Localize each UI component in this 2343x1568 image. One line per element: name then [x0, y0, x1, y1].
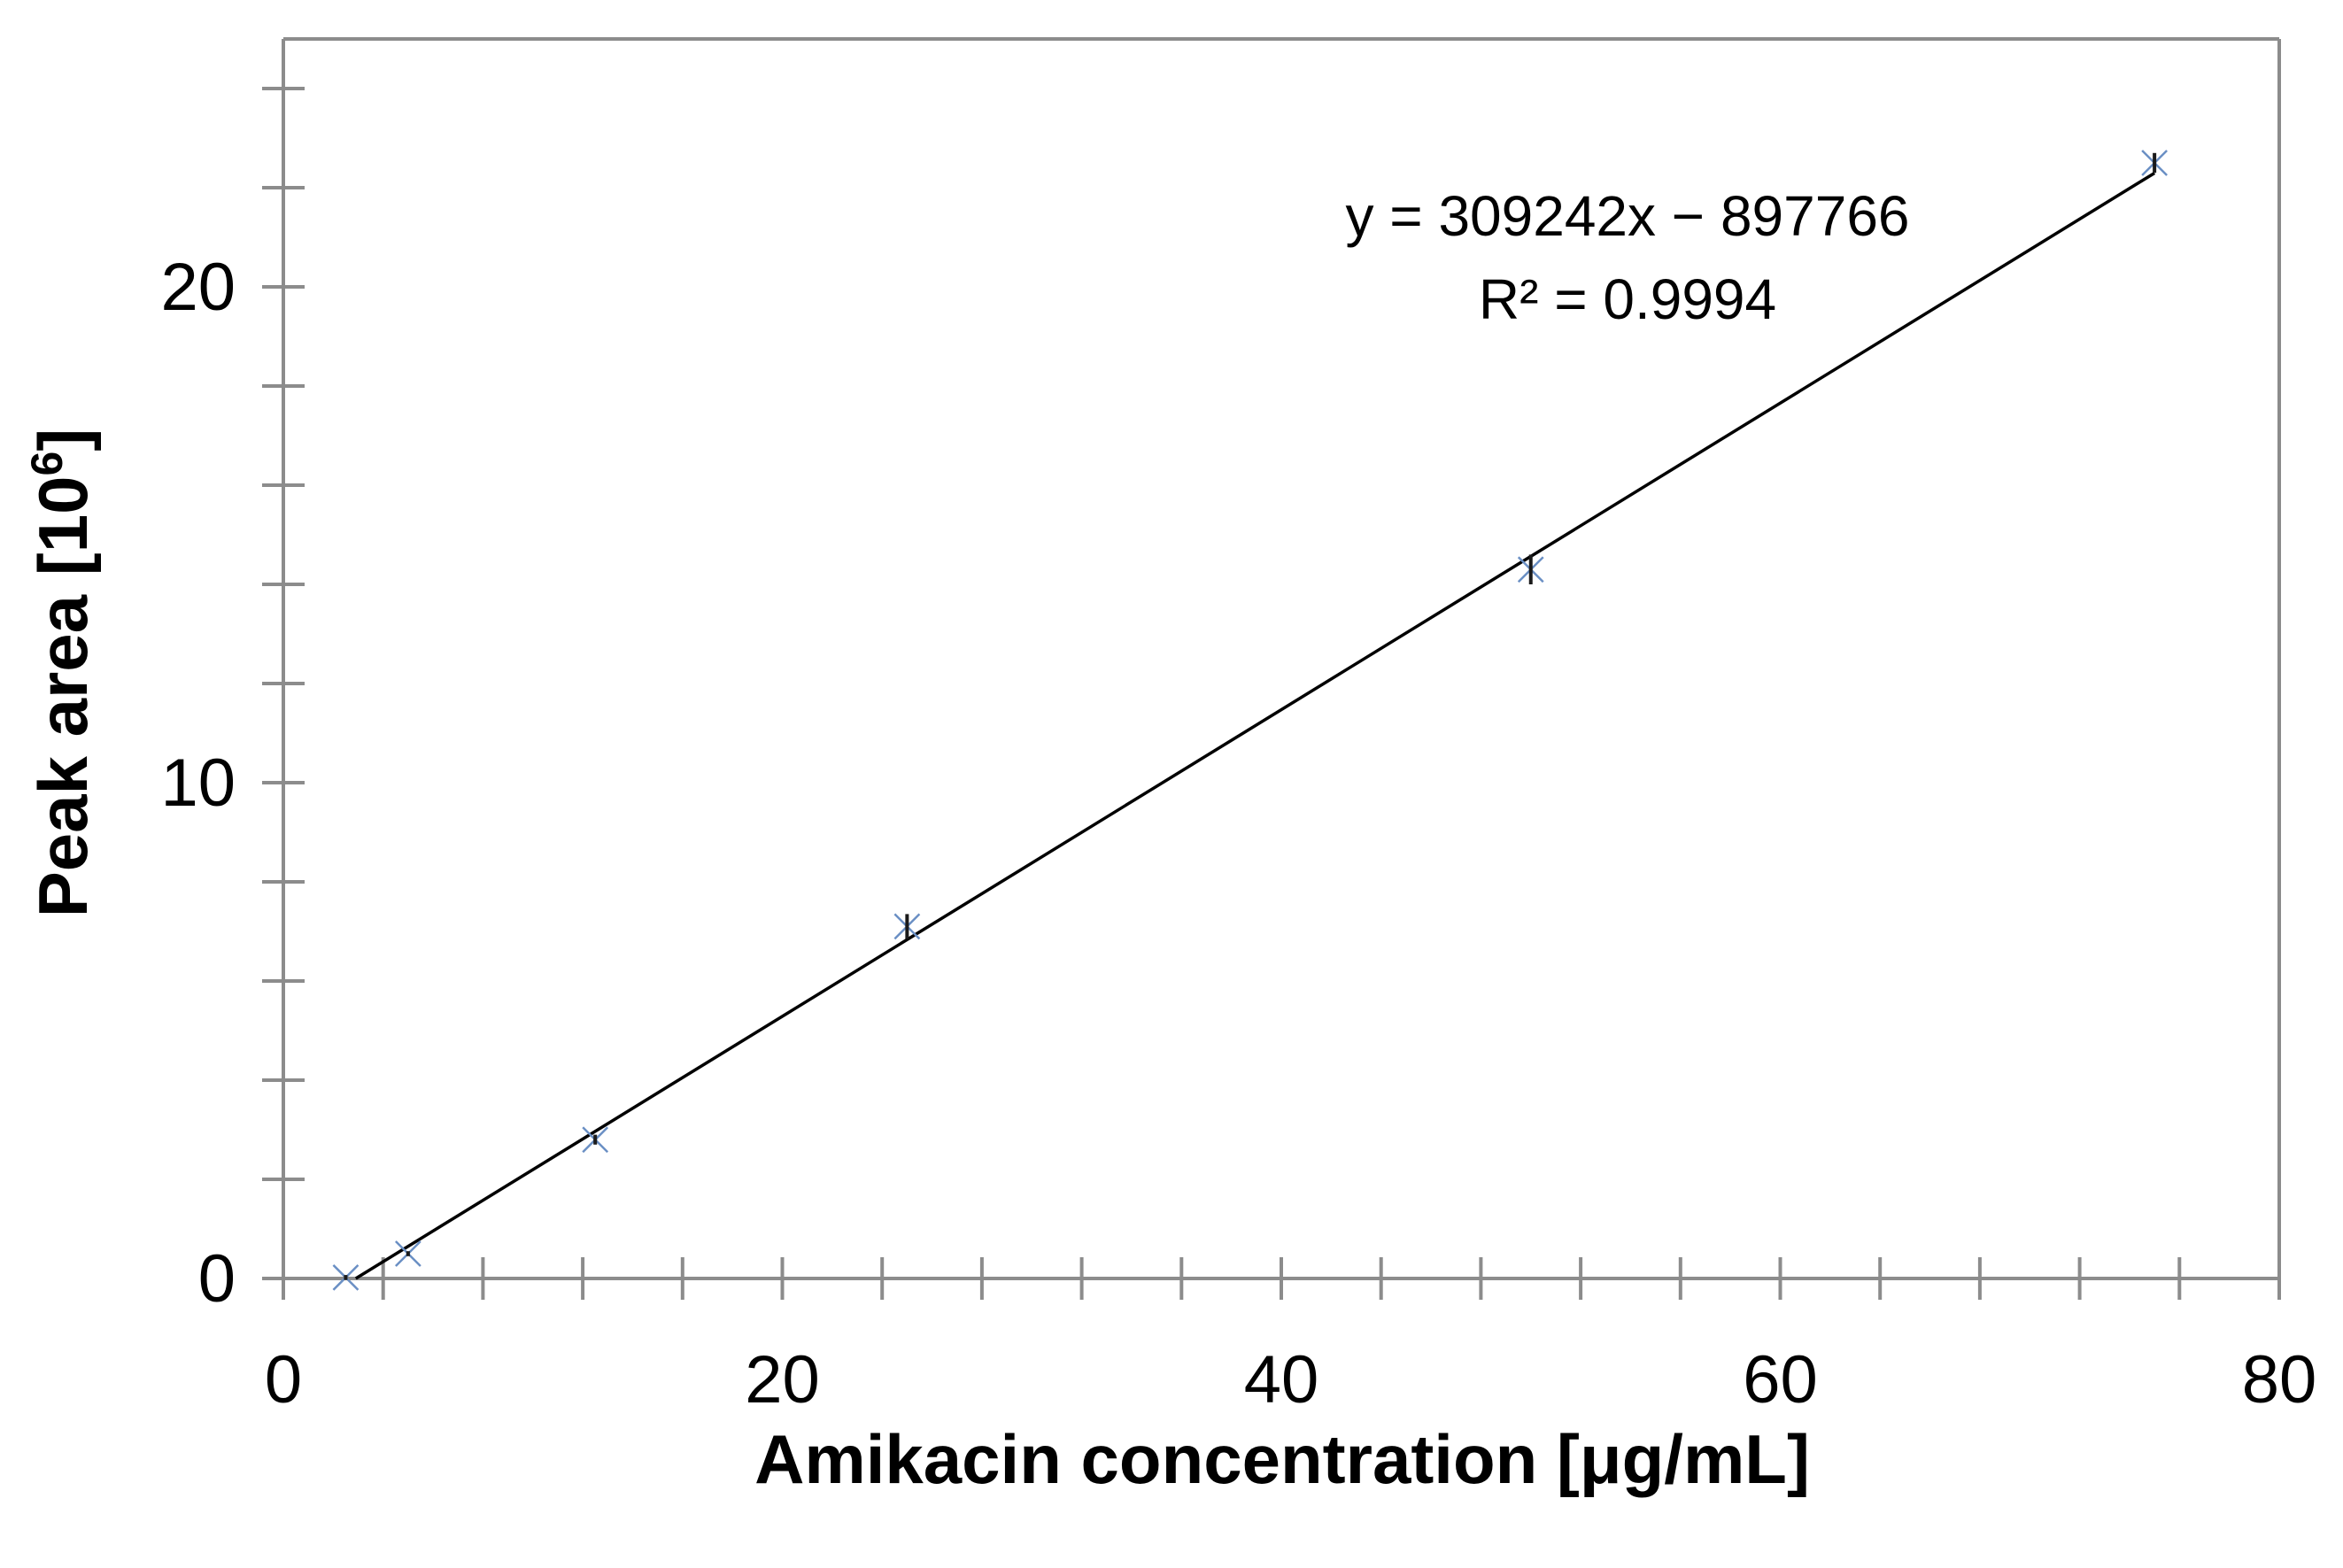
- data-point: [1517, 554, 1544, 584]
- data-point: [394, 1240, 421, 1267]
- y-axis-title-close: ]: [24, 429, 102, 452]
- data-points: [332, 150, 2169, 1291]
- y-axis-title-superscript: 6: [22, 452, 72, 476]
- x-tick-label: 20: [745, 1342, 820, 1417]
- data-point: [332, 1263, 360, 1291]
- trendline-group: [354, 171, 2156, 1280]
- y-tick-label: 10: [160, 745, 236, 821]
- x-tick-label: 60: [1743, 1342, 1818, 1417]
- x-axis-title: Amikacin concentration [μg/mL]: [754, 1420, 1810, 1498]
- x-tick-label: 80: [2242, 1342, 2317, 1417]
- y-axis-title-main: Peak area [10: [24, 476, 102, 918]
- data-point: [893, 913, 921, 940]
- y-axis-title: Peak area [106]: [22, 429, 102, 918]
- x-tick-label: 40: [1244, 1342, 1319, 1417]
- trendline-r-squared: R² = 0.9994: [1479, 267, 1776, 331]
- trendline-equation: y = 309242x − 897766: [1346, 184, 1910, 248]
- y-tick-label: 20: [160, 250, 236, 325]
- tick-labels: 0 20 40 60 80 0 10 20: [160, 250, 2316, 1417]
- trendline: [354, 171, 2156, 1280]
- data-point: [2141, 150, 2169, 176]
- y-tick-label: 0: [198, 1241, 236, 1317]
- data-point: [582, 1126, 609, 1154]
- x-tick-label: 0: [265, 1342, 302, 1417]
- axes: [262, 37, 2281, 1300]
